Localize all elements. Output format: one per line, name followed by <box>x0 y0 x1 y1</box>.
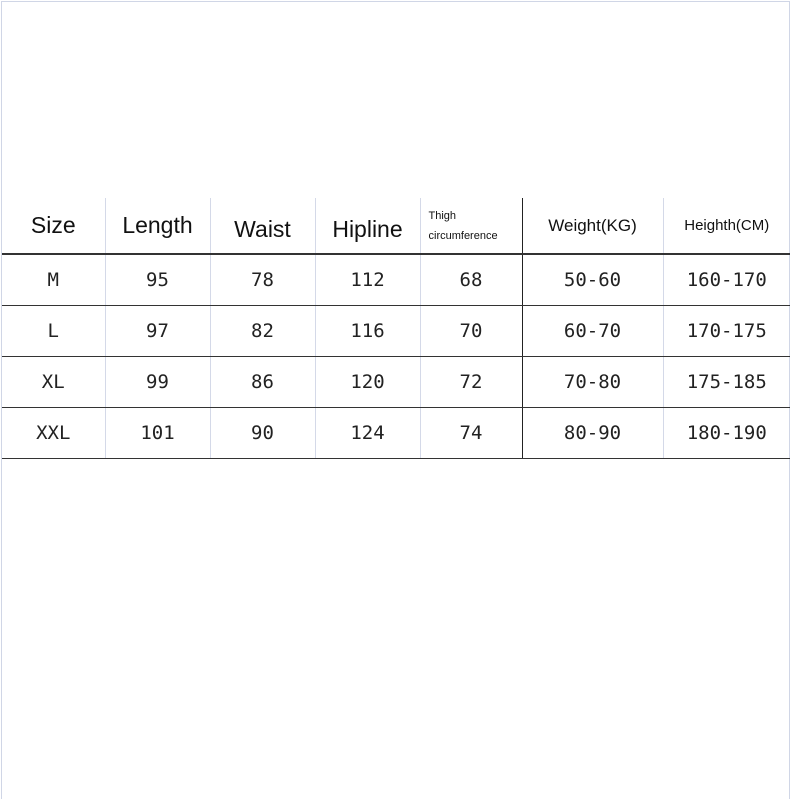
table-cell: 82 <box>209 305 315 357</box>
table-cell: L <box>2 305 105 357</box>
header-hipline: Hipline <box>314 198 420 255</box>
header-thigh: Thigh circumference <box>419 198 522 255</box>
table-row: M 95 78 112 68 50-60 160-170 <box>2 254 790 306</box>
table-cell: 70 <box>419 305 522 357</box>
table-row: XL 99 86 120 72 70-80 175-185 <box>2 356 790 408</box>
header-row: Size Length Waist Hipline Thigh circumfer… <box>2 198 790 255</box>
table-cell: 95 <box>104 254 210 306</box>
table-cell: 175-185 <box>662 356 790 408</box>
table-cell: XXL <box>2 407 105 459</box>
header-height: Heighth(CM) <box>662 198 790 255</box>
header-size: Size <box>2 198 105 255</box>
table-cell: 70-80 <box>521 356 663 408</box>
table-cell: 90 <box>209 407 315 459</box>
table-cell: 78 <box>209 254 315 306</box>
table-cell: 99 <box>104 356 210 408</box>
table-cell: 112 <box>314 254 420 306</box>
table-cell: 124 <box>314 407 420 459</box>
table-row: L 97 82 116 70 60-70 170-175 <box>2 305 790 357</box>
header-waist: Waist <box>209 198 315 255</box>
table-cell: M <box>2 254 105 306</box>
table-cell: 68 <box>419 254 522 306</box>
table-cell: 101 <box>104 407 210 459</box>
table-cell: 86 <box>209 356 315 408</box>
table-row: XXL 101 90 124 74 80-90 180-190 <box>2 407 790 459</box>
table-cell: 60-70 <box>521 305 663 357</box>
table-cell: 74 <box>419 407 522 459</box>
table-cell: 120 <box>314 356 420 408</box>
table-cell: 180-190 <box>662 407 790 459</box>
table-cell: 72 <box>419 356 522 408</box>
table-cell: XL <box>2 356 105 408</box>
table-cell: 116 <box>314 305 420 357</box>
size-chart-table: Size Length Waist Hipline Thigh circumfer… <box>2 198 790 459</box>
header-weight: Weight(KG) <box>521 198 663 255</box>
table-cell: 97 <box>104 305 210 357</box>
header-length: Length <box>104 198 210 255</box>
table-cell: 80-90 <box>521 407 663 459</box>
table-cell: 160-170 <box>662 254 790 306</box>
table-cell: 50-60 <box>521 254 663 306</box>
table-cell: 170-175 <box>662 305 790 357</box>
